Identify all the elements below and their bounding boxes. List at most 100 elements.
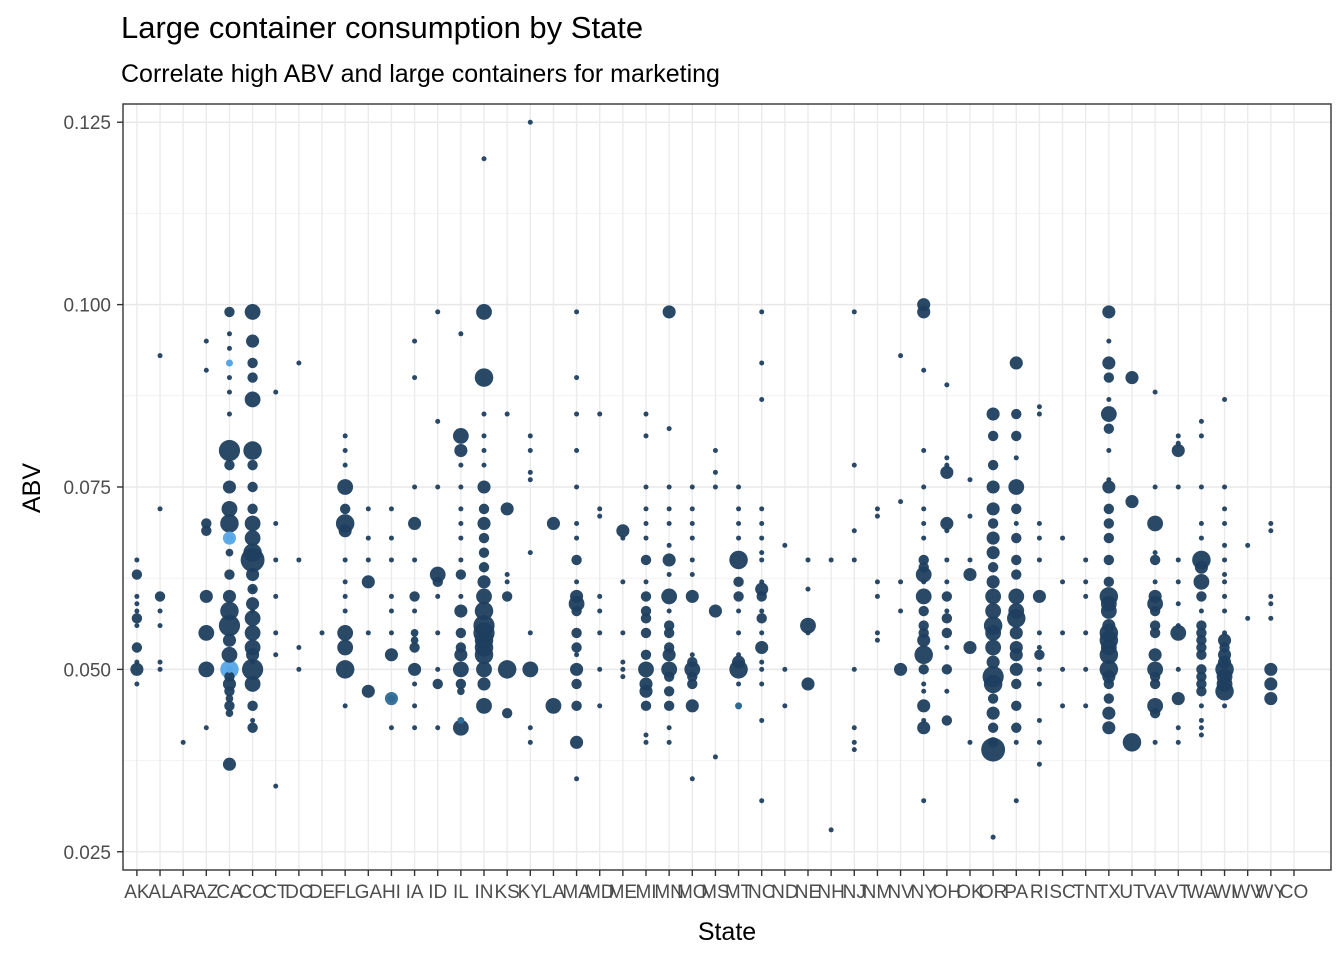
data-point <box>597 506 603 512</box>
data-point <box>1222 396 1228 402</box>
data-point <box>130 662 144 676</box>
data-point <box>435 484 441 490</box>
data-point <box>474 645 494 665</box>
data-point <box>250 586 256 592</box>
data-point <box>244 610 261 627</box>
data-point <box>134 601 140 607</box>
data-point <box>1060 666 1066 672</box>
data-point <box>1152 739 1158 745</box>
data-point <box>342 593 348 599</box>
data-point <box>1196 649 1207 660</box>
data-point <box>1060 630 1066 636</box>
data-point <box>388 593 394 599</box>
data-point <box>1196 678 1207 690</box>
data-point <box>1036 404 1042 410</box>
data-point <box>1268 615 1274 621</box>
data-point <box>597 513 603 519</box>
data-point <box>689 557 695 563</box>
x-tick-label: CA <box>216 882 243 903</box>
data-point <box>412 608 418 614</box>
data-point <box>620 659 626 665</box>
data-point <box>388 725 394 731</box>
data-point <box>828 557 834 563</box>
data-point <box>458 535 464 541</box>
data-point <box>1175 440 1181 446</box>
data-point <box>224 306 235 318</box>
data-point <box>986 655 1000 669</box>
y-axis-title: ABV <box>18 463 46 513</box>
data-point <box>478 547 490 558</box>
data-point <box>218 615 241 637</box>
data-point <box>921 367 927 373</box>
data-point <box>1102 356 1116 370</box>
data-point <box>1008 479 1025 495</box>
x-tick-label: SC <box>1049 882 1075 903</box>
data-point <box>759 717 765 723</box>
data-point <box>435 630 441 636</box>
data-point <box>198 625 215 641</box>
data-point <box>504 411 510 417</box>
data-point <box>1196 635 1207 646</box>
data-point <box>616 524 630 538</box>
data-point <box>666 572 672 578</box>
data-point <box>571 605 582 617</box>
data-point <box>986 706 1000 720</box>
data-point <box>638 661 654 678</box>
data-point <box>782 703 788 709</box>
data-point <box>733 576 744 588</box>
data-point <box>247 459 258 471</box>
data-point <box>921 448 927 454</box>
data-point <box>917 305 931 319</box>
data-point <box>1264 662 1278 676</box>
data-point <box>246 567 260 582</box>
x-tick-label: TX <box>1097 882 1122 903</box>
data-point <box>477 575 491 589</box>
data-point <box>455 642 467 653</box>
data-point <box>663 700 675 712</box>
data-point <box>894 662 908 676</box>
data-point <box>1198 535 1204 541</box>
x-tick-label: AK <box>124 882 150 903</box>
data-point <box>987 737 999 748</box>
data-point <box>221 500 238 517</box>
data-point <box>620 535 626 541</box>
data-point <box>1196 642 1207 653</box>
x-tick-label: MT <box>725 882 753 903</box>
data-point <box>944 608 950 614</box>
data-point <box>481 433 487 439</box>
data-point <box>527 630 533 636</box>
data-point <box>1264 677 1278 691</box>
data-point <box>476 661 492 678</box>
data-point <box>967 557 973 563</box>
data-point <box>574 776 580 782</box>
data-point <box>689 535 695 541</box>
data-point <box>338 524 352 538</box>
data-point <box>454 604 468 618</box>
data-point <box>574 535 580 541</box>
data-point <box>244 530 261 546</box>
data-point <box>1152 550 1158 556</box>
data-point <box>246 648 260 662</box>
x-tick-label: FL <box>334 882 356 903</box>
data-point <box>154 591 166 602</box>
data-point <box>940 465 954 479</box>
data-point <box>337 479 354 495</box>
data-point <box>574 448 580 454</box>
data-point <box>410 636 419 645</box>
data-point <box>983 674 1003 694</box>
data-point <box>244 676 261 692</box>
data-point <box>1083 666 1089 672</box>
data-point <box>527 725 533 731</box>
data-point <box>921 506 927 512</box>
data-point <box>640 700 652 712</box>
data-point <box>944 455 950 461</box>
data-point <box>921 717 927 723</box>
data-point <box>157 608 163 614</box>
data-point <box>851 528 857 534</box>
x-tick-label: WY <box>1256 882 1287 903</box>
data-point <box>874 593 880 599</box>
data-point <box>800 617 816 634</box>
data-point <box>1008 603 1025 619</box>
data-point <box>620 630 626 636</box>
data-point <box>296 666 302 672</box>
